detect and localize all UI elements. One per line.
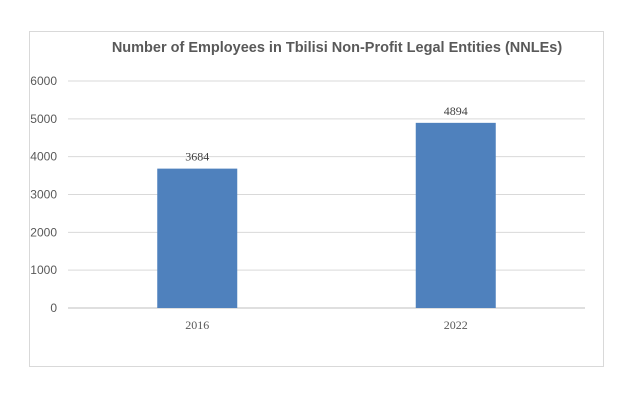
y-tick-label: 5000 — [30, 112, 57, 126]
data-labels: 3684 4894 — [185, 104, 468, 164]
bars — [157, 122, 496, 309]
data-label-2022: 4894 — [444, 104, 468, 118]
data-label-2016: 3684 — [185, 150, 209, 164]
y-tick-label: 2000 — [30, 225, 57, 239]
y-tick-label: 6000 — [30, 74, 57, 88]
bar-2022 — [415, 122, 496, 309]
x-tick-label-2016: 2016 — [185, 318, 209, 332]
chart-title: Number of Employees in Tbilisi Non-Profi… — [112, 40, 563, 56]
y-tick-label: 4000 — [30, 150, 57, 164]
y-tick-label: 3000 — [30, 188, 57, 202]
gridlines — [68, 80, 585, 309]
y-axis: 0 1000 2000 3000 4000 5000 6000 — [30, 74, 57, 315]
y-tick-label: 1000 — [30, 263, 57, 277]
y-tick-label: 0 — [50, 301, 57, 315]
x-tick-label-2022: 2022 — [444, 318, 468, 332]
bar-2016 — [157, 168, 238, 308]
chart-frame — [29, 31, 604, 367]
x-axis: 2016 2022 — [185, 318, 468, 332]
